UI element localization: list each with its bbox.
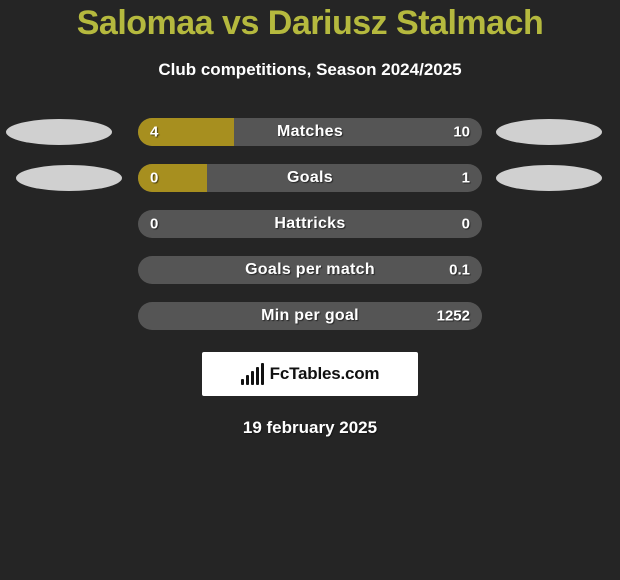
value-left: 0 [150,169,158,186]
stat-row: 4 Matches 10 [0,118,620,146]
stat-label: Matches [277,123,343,141]
stat-row: 0 Hattricks 0 [0,210,620,238]
player-left-ellipse [16,165,122,191]
fctables-logo: FcTables.com [202,352,418,396]
stat-label: Goals [287,169,333,187]
stat-bar: Goals per match 0.1 [138,256,482,284]
stat-bar: Min per goal 1252 [138,302,482,330]
stat-bar: 0 Goals 1 [138,164,482,192]
value-right: 10 [453,123,470,140]
subtitle: Club competitions, Season 2024/2025 [0,60,620,80]
stat-row: Goals per match 0.1 [0,256,620,284]
page-title: Salomaa vs Dariusz Stalmach [0,6,620,42]
stat-rows: 4Matches100Goals10Hattricks0Goals per ma… [0,118,620,330]
logo-bar [241,379,244,385]
value-right: 1 [462,169,470,186]
value-right: 0.1 [449,261,470,278]
value-left: 4 [150,123,158,140]
bar-left-fill [138,164,207,192]
stat-row: Min per goal 1252 [0,302,620,330]
player-left-ellipse [6,119,112,145]
stat-label: Hattricks [274,215,345,233]
date-label: 19 february 2025 [0,418,620,438]
stat-bar: 4 Matches 10 [138,118,482,146]
stat-label: Min per goal [261,307,359,325]
logo-text: FcTables.com [270,364,380,384]
logo-bar [261,363,264,385]
logo-bars-icon [241,363,264,385]
player-right-ellipse [496,119,602,145]
player-right-ellipse [496,165,602,191]
logo-bar [256,367,259,385]
comparison-infographic: Salomaa vs Dariusz Stalmach Club competi… [0,0,620,438]
stat-label: Goals per match [245,261,375,279]
value-right: 0 [462,215,470,232]
stat-bar: 0 Hattricks 0 [138,210,482,238]
logo-bar [251,371,254,385]
value-right: 1252 [437,307,470,324]
value-left: 0 [150,215,158,232]
logo-bar [246,375,249,385]
stat-row: 0 Goals 1 [0,164,620,192]
